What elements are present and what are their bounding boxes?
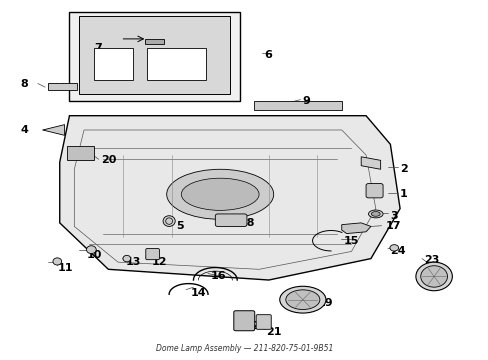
- Ellipse shape: [122, 255, 130, 262]
- Text: 23: 23: [424, 255, 439, 265]
- Text: 10: 10: [86, 250, 102, 260]
- Text: 9: 9: [302, 96, 310, 107]
- Text: 3: 3: [389, 211, 397, 221]
- Text: 22: 22: [244, 321, 260, 332]
- Text: 16: 16: [210, 271, 225, 282]
- Ellipse shape: [163, 216, 175, 226]
- Bar: [147, 48, 205, 80]
- Ellipse shape: [181, 178, 259, 210]
- Ellipse shape: [166, 169, 273, 219]
- Ellipse shape: [86, 246, 96, 253]
- Text: 15: 15: [344, 236, 359, 246]
- Ellipse shape: [279, 286, 325, 313]
- Text: 12: 12: [152, 257, 167, 267]
- FancyBboxPatch shape: [79, 16, 229, 94]
- Text: 14: 14: [191, 288, 206, 297]
- Text: 1: 1: [399, 189, 407, 199]
- Polygon shape: [341, 223, 370, 234]
- Text: 2: 2: [399, 164, 407, 174]
- FancyBboxPatch shape: [233, 311, 254, 331]
- Ellipse shape: [415, 262, 451, 291]
- Ellipse shape: [368, 210, 382, 218]
- Text: 21: 21: [266, 327, 281, 337]
- Bar: [94, 48, 132, 80]
- Polygon shape: [361, 157, 380, 169]
- Bar: [254, 102, 341, 111]
- Text: 4: 4: [20, 125, 28, 135]
- Ellipse shape: [389, 245, 398, 251]
- Bar: [144, 39, 164, 44]
- Text: Dome Lamp Assembly — 211-820-75-01-9B51: Dome Lamp Assembly — 211-820-75-01-9B51: [156, 344, 332, 353]
- Text: 6: 6: [264, 50, 271, 60]
- Ellipse shape: [53, 258, 61, 265]
- Polygon shape: [42, 125, 64, 135]
- Ellipse shape: [420, 266, 447, 287]
- Text: 5: 5: [176, 221, 183, 231]
- FancyBboxPatch shape: [256, 315, 271, 329]
- FancyBboxPatch shape: [67, 146, 94, 160]
- Text: 11: 11: [57, 262, 73, 273]
- Text: 8: 8: [20, 78, 28, 89]
- FancyBboxPatch shape: [366, 184, 382, 198]
- Text: 13: 13: [125, 257, 141, 267]
- FancyBboxPatch shape: [215, 214, 246, 226]
- Text: 7: 7: [94, 43, 102, 53]
- Text: 17: 17: [385, 221, 400, 231]
- Text: 24: 24: [389, 247, 405, 256]
- Bar: [69, 12, 239, 102]
- Polygon shape: [60, 116, 399, 280]
- Text: 18: 18: [239, 218, 255, 228]
- Text: 19: 19: [317, 298, 332, 308]
- Text: 20: 20: [101, 156, 116, 165]
- Ellipse shape: [371, 212, 379, 216]
- FancyBboxPatch shape: [145, 249, 159, 260]
- Ellipse shape: [285, 290, 319, 310]
- Bar: [47, 83, 77, 90]
